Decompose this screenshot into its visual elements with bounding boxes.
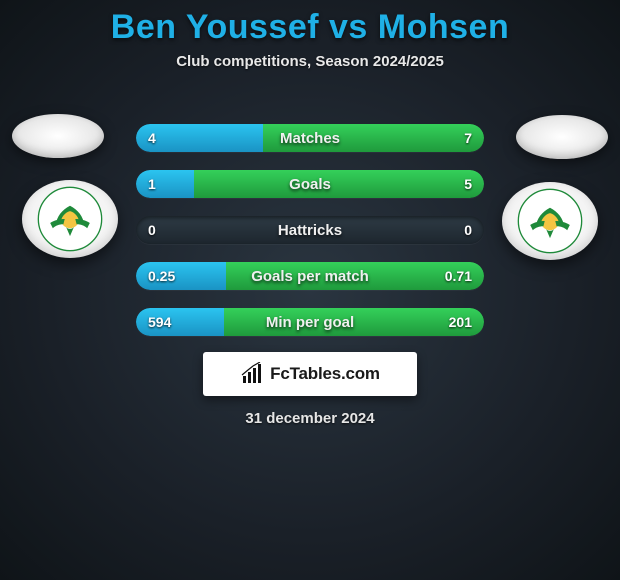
comparison-rows: Matches4 7 Goals1 5 Hattricks0 0 Goals per mat… [136, 124, 484, 354]
chart-icon [240, 362, 264, 386]
stat-value-right: 201 [449, 308, 472, 336]
stat-row: Hattricks0 0 [136, 216, 484, 244]
stat-value-left: 1 [148, 170, 156, 198]
brand-badge: FcTables.com [203, 352, 417, 396]
player-avatar-left [12, 114, 104, 158]
stat-value-right: 7 [464, 124, 472, 152]
stat-row: Goals1 5 [136, 170, 484, 198]
stat-row: Goals per match0.25 0.71 [136, 262, 484, 290]
stat-value-right: 5 [464, 170, 472, 198]
eagle-crest-icon [37, 186, 103, 252]
stat-row: Matches4 7 [136, 124, 484, 152]
stat-label: Goals [136, 170, 484, 198]
stat-value-left: 594 [148, 308, 171, 336]
stat-value-left: 0 [148, 216, 156, 244]
date-text: 31 december 2024 [0, 410, 620, 427]
eagle-crest-icon [517, 188, 583, 254]
club-badge-right [502, 182, 598, 260]
stat-row: Min per goal594 201 [136, 308, 484, 336]
page-title: Ben Youssef vs Mohsen [0, 0, 620, 47]
stat-label: Matches [136, 124, 484, 152]
stat-value-right: 0 [464, 216, 472, 244]
player-avatar-right [516, 115, 608, 159]
stat-label: Min per goal [136, 308, 484, 336]
subtitle: Club competitions, Season 2024/2025 [0, 53, 620, 70]
stat-value-right: 0.71 [445, 262, 472, 290]
stat-value-left: 4 [148, 124, 156, 152]
stat-label: Hattricks [136, 216, 484, 244]
club-badge-left [22, 180, 118, 258]
stat-value-left: 0.25 [148, 262, 175, 290]
brand-text: FcTables.com [270, 364, 380, 384]
stat-label: Goals per match [136, 262, 484, 290]
